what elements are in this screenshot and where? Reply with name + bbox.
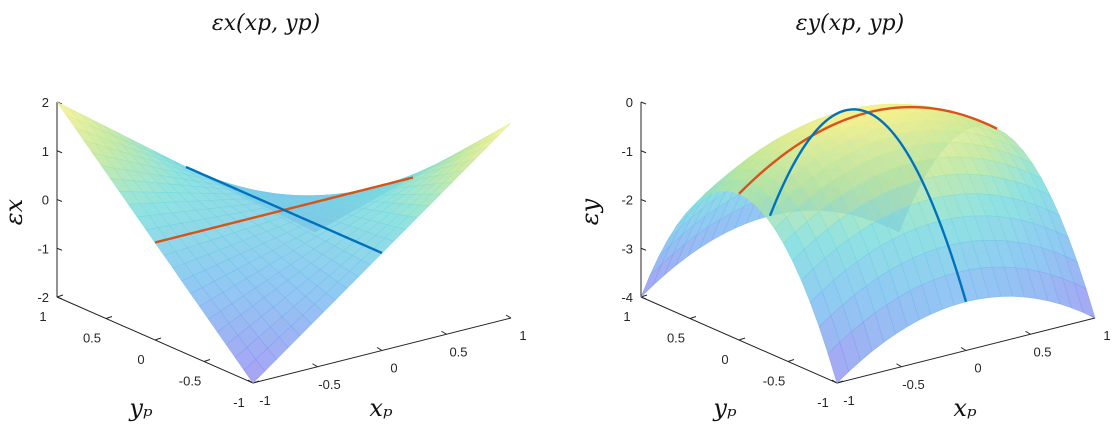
x-tick [505, 314, 512, 319]
z-tick [56, 199, 63, 202]
z-tick [56, 247, 63, 251]
z-tick-label: -2 [37, 290, 49, 305]
y-tick-label: -1 [817, 395, 829, 410]
y-tick-label: 1 [39, 309, 46, 324]
x-tick [896, 363, 902, 368]
y-tick [252, 380, 260, 384]
x-tick-label: 0.5 [1033, 344, 1051, 359]
z-tick [640, 101, 647, 105]
x-tick [831, 379, 838, 384]
surface-plot-2: -4 -3 -2 -1 0 -1 -0.5 0 0.5 1 -1 -0.5 0 0.5 1 εy(xp, yp… [576, 11, 1111, 422]
surface-patch [243, 358, 266, 384]
x-tick [247, 379, 254, 384]
z-tick-label: 0 [626, 95, 633, 110]
x-tick [960, 347, 967, 351]
y-tick [689, 316, 697, 319]
x-tick [312, 363, 318, 368]
z-axis-label: εy [576, 198, 604, 225]
x-tick [441, 330, 447, 335]
z-tick-label: -2 [621, 193, 633, 208]
y-tick [56, 294, 64, 298]
z-tick [56, 296, 63, 300]
z-tick-label: -1 [37, 241, 49, 256]
surface-plot-1: -2 -1 0 1 2 -1 -0.5 0 0.5 1 -1 -0.5 0 0.5 1 εx(xp, yp) y… [0, 11, 527, 422]
y-tick-label: 0 [137, 352, 144, 367]
x-tick-label: -0.5 [318, 377, 340, 392]
z-tick [640, 296, 647, 300]
y-tick [787, 359, 795, 362]
y-tick [738, 337, 746, 341]
blue-curve [185, 165, 383, 255]
surface-patch [827, 341, 850, 384]
y-tick-label: -1 [233, 395, 245, 410]
y-tick [640, 294, 648, 298]
z-tick [56, 150, 63, 154]
y-tick [836, 380, 844, 384]
x-tick-label: -1 [259, 393, 271, 408]
surface-patch [490, 122, 512, 140]
y-tick-label: 0 [721, 352, 728, 367]
y-tick [154, 337, 162, 341]
x-tick-label: 0 [974, 361, 981, 376]
surface [640, 103, 1096, 384]
z-tick [640, 199, 647, 202]
y-tick [105, 316, 113, 319]
x-axis-label: xₚ [369, 394, 393, 422]
y-tick-label: 1 [623, 309, 630, 324]
z-tick [640, 247, 647, 251]
y-axis-label: yₚ [712, 394, 737, 422]
z-tick-label: 0 [42, 193, 49, 208]
y-axis-label: yₚ [128, 394, 153, 422]
plot-title: εx(xp, yp) [212, 11, 320, 36]
plot-title: εy(xp, yp) [796, 11, 904, 36]
z-tick [640, 150, 647, 154]
x-axis-label: xₚ [953, 394, 977, 422]
x-tick-label: 0 [390, 361, 397, 376]
z-axis-label: εx [0, 198, 28, 225]
z-tick-label: 1 [42, 144, 49, 159]
z-tick-label: -1 [621, 144, 633, 159]
x-tick-label: -0.5 [902, 377, 924, 392]
x-tick [376, 347, 383, 351]
x-tick [1025, 330, 1031, 335]
x-tick-label: 0.5 [449, 344, 467, 359]
blue-curve [768, 108, 968, 303]
x-tick-label: 1 [1103, 328, 1110, 343]
x-tick-label: -1 [843, 393, 855, 408]
y-tick-label: -0.5 [763, 374, 785, 389]
y-tick [203, 359, 211, 362]
z-tick-label: -3 [621, 241, 633, 256]
surface [56, 101, 512, 384]
y-tick-label: 0.5 [667, 331, 685, 346]
z-tick-label: 2 [42, 95, 49, 110]
y-tick-label: 0.5 [83, 331, 101, 346]
z-tick-label: -4 [621, 290, 633, 305]
x-tick-label: 1 [519, 328, 526, 343]
y-tick-label: -0.5 [179, 374, 201, 389]
